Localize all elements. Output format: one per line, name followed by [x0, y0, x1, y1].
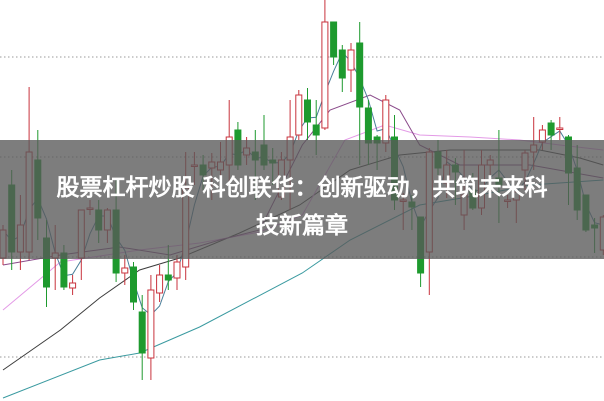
candle-body [156, 274, 164, 294]
candle-body [556, 127, 564, 130]
candle-body [364, 107, 372, 144]
candle-body [547, 122, 555, 136]
candle-body [321, 21, 329, 129]
candle-body [295, 94, 303, 136]
candle-body [356, 42, 364, 108]
candle-body [338, 49, 346, 79]
candle-body [347, 49, 355, 71]
candle-body [312, 124, 320, 136]
candle-body [382, 99, 390, 144]
candle-body [147, 289, 155, 359]
candle-body [330, 21, 338, 58]
candle-body [173, 261, 181, 279]
candle-body [304, 99, 311, 123]
candle-body [130, 266, 137, 303]
candle-body [164, 274, 172, 281]
title-overlay-band [0, 140, 604, 259]
candle-body [69, 282, 77, 289]
headline-line-1: 股票杠杆炒股 科创联华：创新驱动，共筑未来科 [56, 175, 548, 201]
candle-body [138, 311, 146, 354]
candle-body [121, 267, 129, 274]
headline-line-2: 技新篇章 [256, 213, 348, 239]
